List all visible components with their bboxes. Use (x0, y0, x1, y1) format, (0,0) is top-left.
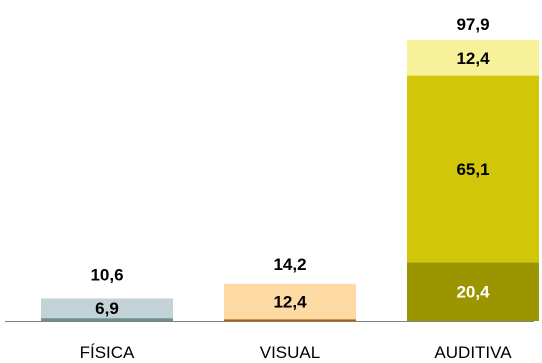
bar-segment-auditiva-2 (407, 75, 539, 263)
bar-segment-fisica-1 (41, 318, 173, 321)
category-label-fisica: FÍSICA (80, 343, 135, 362)
bar-segment-visual-2 (224, 283, 356, 320)
category-label-auditiva: AUDITIVA (434, 343, 512, 362)
segment-label-auditiva-1: 20,4 (456, 283, 490, 302)
category-label-visual: VISUAL (260, 343, 320, 362)
bar-segment-auditiva-1 (407, 262, 539, 321)
bar-segment-auditiva-3 (407, 40, 539, 76)
bar-segment-fisica-3 (41, 290, 173, 299)
total-label-fisica: 10,6 (90, 266, 123, 285)
bar-segment-visual-3 (224, 280, 356, 284)
total-label-visual: 14,2 (273, 255, 306, 274)
bar-segment-fisica-2 (41, 298, 173, 319)
segment-labels-group: 6,9 12,4 20,4 65,1 12,4 (95, 49, 490, 318)
bars-group (41, 40, 539, 321)
segment-label-visual-2: 12,4 (273, 292, 307, 311)
total-label-auditiva: 97,9 (456, 15, 489, 34)
category-labels-group: FÍSICA VISUAL AUDITIVA (80, 343, 513, 362)
total-labels-group: 10,6 14,2 97,9 (90, 15, 489, 285)
bar-segment-visual-1 (224, 319, 356, 321)
segment-label-auditiva-2: 65,1 (456, 160, 489, 179)
segment-label-auditiva-3: 12,4 (456, 49, 490, 68)
segment-label-fisica-2: 6,9 (95, 299, 119, 318)
